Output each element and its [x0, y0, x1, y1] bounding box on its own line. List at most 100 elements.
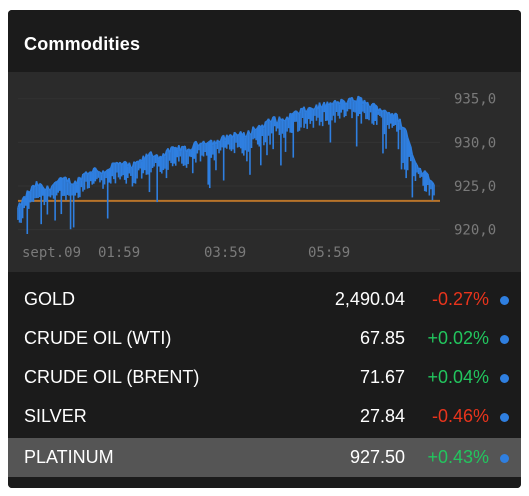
price-line-segment	[181, 145, 184, 148]
price-line-segment	[104, 170, 107, 174]
price-line-segment	[356, 95, 359, 103]
price-line-segment	[430, 180, 433, 183]
price-line-segment	[56, 179, 59, 183]
price-line-segment	[128, 162, 132, 168]
price-line-segment	[345, 102, 348, 105]
price-line-segment	[410, 146, 414, 155]
price-line-segment	[374, 104, 378, 107]
price-line-segment	[416, 164, 420, 170]
price-line-segment	[394, 112, 398, 115]
y-tick-label: 920,0	[454, 223, 496, 239]
price-line-segment	[255, 126, 259, 131]
chart-series	[17, 95, 435, 234]
price-line-segment	[91, 167, 95, 173]
price-chart: 935,0 930,0 925,0 920,0 sept.09 01:59 03…	[8, 72, 521, 272]
price-line-segment	[153, 154, 157, 158]
price-line-segment	[384, 109, 387, 112]
price-line-segment	[46, 185, 50, 190]
price-line-segment	[96, 169, 99, 173]
price-line-segment	[133, 161, 136, 164]
commodity-name: CRUDE OIL (WTI)	[24, 328, 172, 348]
commodity-name: GOLD	[24, 289, 76, 309]
price-line-segment	[404, 127, 407, 132]
price-line-segment	[291, 112, 294, 115]
price-line-segment	[20, 198, 24, 206]
price-line-segment	[269, 120, 272, 123]
price-line-segment	[40, 183, 44, 188]
price-line-segment	[243, 132, 247, 138]
price-line-segment	[198, 142, 202, 147]
price-line-segment	[168, 147, 172, 154]
commodity-row-silver[interactable]: SILVER 27.84 -0.46%	[8, 397, 521, 436]
price-line-segment	[195, 140, 199, 145]
price-line-segment	[305, 109, 308, 113]
price-line-segment	[429, 179, 432, 182]
price-line-segment	[94, 167, 98, 171]
price-line-segment	[207, 140, 211, 143]
commodity-change: +0.43%	[427, 447, 489, 467]
price-line-segment	[25, 190, 28, 198]
price-line-segment	[385, 110, 389, 114]
price-line-segment	[26, 190, 30, 193]
x-tick-label: sept.09	[22, 245, 81, 261]
price-line-segment	[427, 173, 431, 181]
commodity-row-crude-oil-wti[interactable]: CRUDE OIL (WTI) 67.85 +0.02%	[8, 319, 521, 358]
widget-title: Commodities	[24, 34, 141, 54]
commodity-name: SILVER	[24, 406, 87, 426]
price-line-segment	[51, 183, 55, 187]
price-line-segment	[202, 140, 206, 145]
status-dot-icon	[500, 413, 509, 422]
price-line-segment	[37, 183, 41, 188]
price-line-segment	[313, 107, 316, 110]
price-line-segment	[353, 99, 356, 102]
price-line-segment	[371, 102, 375, 105]
price-line-segment	[289, 112, 293, 115]
price-line-segment	[373, 102, 376, 106]
price-line-segment	[232, 132, 236, 139]
price-line-segment	[227, 134, 231, 138]
price-line-segment	[147, 152, 151, 158]
commodity-row-crude-oil-brent[interactable]: CRUDE OIL (BRENT) 71.67 +0.04%	[8, 358, 521, 397]
x-tick-label: 01:59	[98, 245, 140, 261]
price-line-segment	[121, 162, 124, 165]
commodity-price: 27.84	[359, 406, 405, 426]
price-line-segment	[306, 107, 310, 111]
price-line-segment	[190, 147, 194, 151]
price-line-segment	[110, 162, 114, 169]
commodity-price: 67.85	[359, 328, 405, 348]
price-line-segment	[204, 142, 207, 145]
price-line-segment	[80, 173, 84, 181]
commodity-row-platinum[interactable]: PLATINUM 927.50 +0.43%	[8, 438, 521, 477]
x-tick-label: 03:59	[204, 245, 246, 261]
price-line-segment	[309, 107, 313, 110]
price-line-segment	[192, 142, 195, 148]
price-line-segment	[122, 160, 126, 164]
price-line-segment	[170, 145, 173, 149]
status-dot-icon	[500, 454, 509, 463]
price-line-segment	[250, 126, 254, 135]
price-line-segment	[62, 176, 65, 180]
price-line-segment	[206, 141, 209, 145]
price-line-segment	[108, 167, 112, 170]
price-line-segment	[88, 171, 92, 174]
price-line-segment	[357, 95, 361, 99]
price-line-segment	[366, 101, 370, 107]
commodity-row-gold[interactable]: GOLD 2,490.04 -0.27%	[8, 280, 521, 319]
status-dot-icon	[500, 374, 509, 383]
price-line-segment	[346, 98, 350, 103]
price-line-segment	[233, 131, 237, 135]
price-line-segment	[164, 150, 168, 157]
commodity-price: 927.50	[349, 447, 405, 467]
y-tick-label: 925,0	[454, 179, 496, 195]
price-line-segment	[76, 177, 79, 185]
y-tick-label: 930,0	[454, 135, 496, 151]
price-line-segment	[131, 161, 135, 168]
price-line-segment	[179, 146, 183, 152]
price-line-segment	[263, 121, 267, 129]
price-line-segment	[53, 181, 56, 185]
price-line-segment	[136, 160, 139, 163]
status-dot-icon	[500, 335, 509, 344]
price-line-segment	[419, 167, 423, 174]
price-line-segment	[29, 186, 33, 193]
price-line-segment	[172, 146, 175, 149]
